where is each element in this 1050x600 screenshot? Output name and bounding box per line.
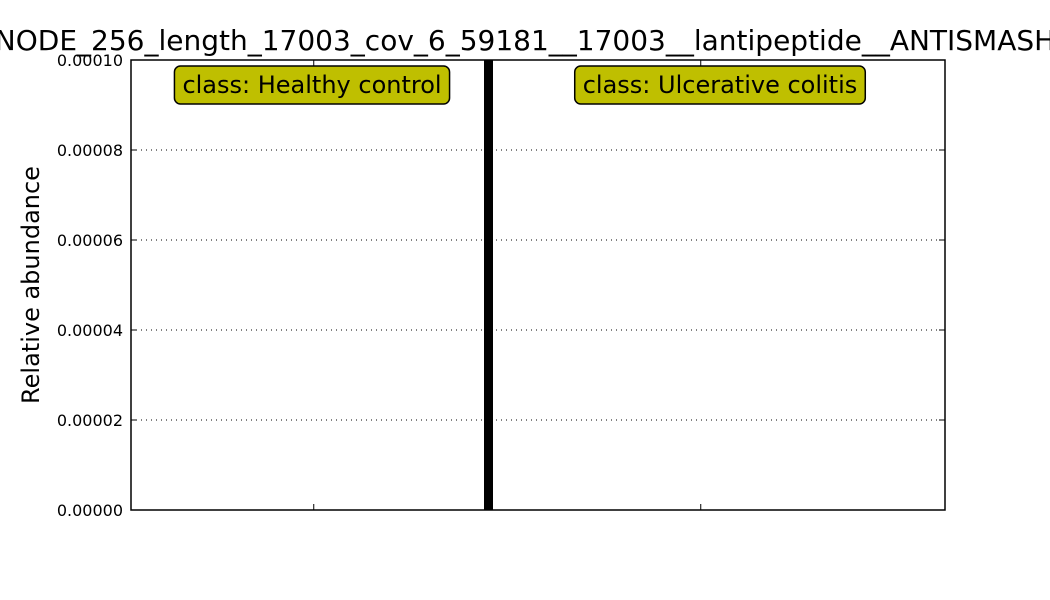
y-axis-label: Relative abundance: [17, 166, 45, 404]
grid-lines: [131, 149, 945, 421]
chart-title: NODE_256_length_17003_cov_6_59181__17003…: [0, 24, 1050, 57]
y-tick-label: 0.00010: [57, 51, 123, 70]
y-tick-label: 0.00000: [57, 501, 123, 520]
axis-ticks: [131, 59, 945, 511]
class-label-background: [573, 65, 867, 105]
y-tick-label: 0.00002: [57, 411, 123, 430]
class-labels: class: Healthy control class: Ulcerative …: [173, 65, 867, 105]
y-tick-labels: 0.00000 0.00002 0.00004 0.00006 0.00008 0.000…: [57, 51, 123, 520]
class-label-text: class: Healthy control: [182, 71, 441, 99]
y-tick-label: 0.00006: [57, 231, 123, 250]
class-label-background: [173, 65, 451, 105]
class-label-box: class: Healthy control: [173, 65, 451, 105]
class-label-text: class: Ulcerative colitis: [583, 71, 858, 99]
class-label-box: class: Ulcerative colitis: [573, 65, 867, 105]
plot-area: [130, 59, 946, 511]
y-tick-label: 0.00004: [57, 321, 123, 340]
y-tick-label: 0.00008: [57, 141, 123, 160]
class-divider: [484, 60, 493, 510]
